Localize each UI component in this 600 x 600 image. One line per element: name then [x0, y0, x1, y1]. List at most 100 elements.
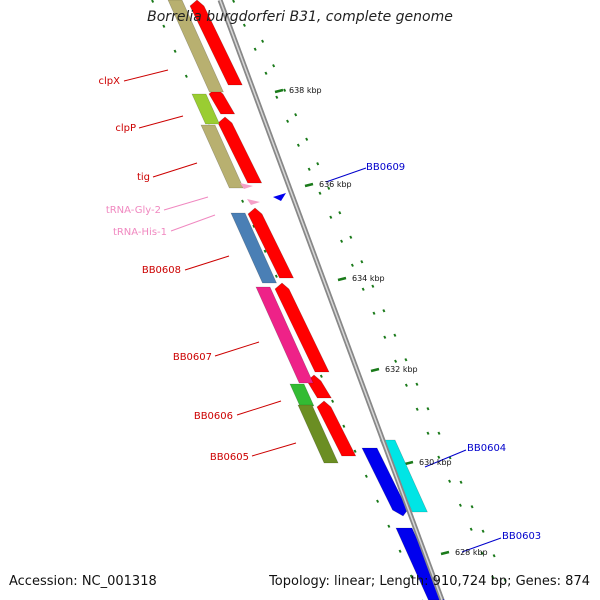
cog-BB0607 — [255, 286, 314, 384]
label-leader — [236, 400, 282, 416]
tick-dot-outer — [350, 263, 354, 267]
tick-dot-outer — [340, 239, 344, 243]
tick-dot-left — [184, 74, 188, 78]
genome-summary-text: Topology: linear; Length: 910,724 bp; Ge… — [269, 574, 590, 589]
gene-label: tRNA-His-1 — [113, 227, 167, 238]
tick-dot-left — [151, 0, 155, 3]
tick-dot-right — [371, 284, 375, 288]
tick-dot-right — [382, 309, 386, 313]
tick-dot-outer — [232, 0, 236, 3]
gene-label: BB0606 — [194, 411, 233, 422]
cds-BB0606 — [306, 374, 332, 399]
backbone-highlight — [219, 0, 443, 600]
accession-text: Accession: NC_001318 — [9, 574, 157, 589]
tick-dot-outer — [491, 575, 495, 579]
tick-dot-outer — [253, 47, 257, 51]
tick-dot-outer — [242, 23, 246, 27]
gene-label: BB0609 — [366, 162, 405, 173]
label-leader — [170, 214, 216, 232]
cog-BB0608 — [230, 212, 277, 284]
gene-label: tig — [137, 172, 150, 183]
gene-label: tRNA-Gly-2 — [106, 205, 161, 216]
tick-dot-right — [426, 407, 430, 411]
cds-BB0607 — [274, 282, 330, 373]
label-leader — [138, 115, 184, 129]
tick-dot-outer — [426, 431, 430, 435]
tick-dot-left — [252, 224, 256, 228]
tick-dot-outer — [318, 191, 322, 195]
tick-dot-outer — [275, 95, 279, 99]
tick-dot-right — [459, 480, 463, 484]
tick-dot-right — [294, 113, 298, 117]
tick-dot-right — [261, 39, 265, 43]
ruler-major-tick — [404, 460, 414, 466]
tick-dot-right — [272, 64, 276, 68]
ruler-major-tick — [274, 88, 284, 94]
trna-Gly-2-mark — [240, 183, 253, 189]
tick-dot-outer — [458, 503, 462, 507]
feature-tracks — [167, 0, 445, 600]
tick-dot-right — [503, 578, 507, 582]
tick-dot-right — [481, 529, 485, 533]
tick-dot-outer — [394, 359, 398, 363]
ruler-major-tick — [304, 182, 314, 188]
gene-label: clpP — [115, 123, 136, 134]
tick-dot-left — [342, 424, 346, 428]
label-leader — [152, 162, 198, 178]
tick-dot-right — [283, 88, 287, 92]
gene-label: BB0604 — [467, 443, 506, 454]
tick-dot-right — [338, 211, 342, 215]
tick-dot-right — [327, 186, 331, 190]
ruler-label: 638 kbp — [289, 86, 322, 95]
tick-dot-right — [437, 431, 441, 435]
map-title: Borrelia burgdorferi B31, complete genom… — [147, 9, 453, 25]
cds-BB0604 — [361, 447, 408, 517]
tick-dot-outer — [264, 71, 268, 75]
cds-clpX — [189, 0, 243, 86]
cds-BB0603 — [395, 527, 445, 600]
cog-BB0606 — [289, 383, 315, 407]
tick-dot-outer — [383, 335, 387, 339]
tick-dot-outer — [361, 287, 365, 291]
label-leader — [461, 537, 502, 553]
ruler-labels: 638 kbp 636 kbp 634 kbp 632 kbp 630 kbp 628 k… — [289, 86, 488, 557]
tick-dot-left — [241, 199, 245, 203]
tick-dot-left — [376, 499, 380, 503]
cog-clpX — [167, 0, 224, 93]
ruler-label: 630 kbp — [419, 458, 452, 467]
tick-dot-outer — [307, 167, 311, 171]
gene-label: BB0608 — [142, 265, 181, 276]
label-leader — [163, 196, 209, 211]
tick-dot-outer — [437, 455, 441, 459]
tick-dot-outer — [404, 383, 408, 387]
tick-dot-right — [415, 382, 419, 386]
ruler-major-tick — [440, 550, 450, 556]
tick-dot-left — [387, 524, 391, 528]
tick-dot-outer — [448, 479, 452, 483]
tick-dot-outer — [286, 119, 290, 123]
tick-dot-outer — [372, 311, 376, 315]
tick-dot-left — [274, 274, 278, 278]
backbone — [217, 0, 445, 600]
tick-dot-left — [331, 399, 335, 403]
tick-dot-right — [360, 260, 364, 264]
cds-tig — [217, 116, 263, 184]
tick-dot-right — [492, 554, 496, 558]
ruler-major-tick — [337, 276, 347, 282]
tick-dot-right — [316, 162, 320, 166]
tick-dot-right — [393, 333, 397, 337]
cds-BB0609-mark — [273, 193, 286, 201]
gene-label: clpX — [99, 76, 121, 87]
tick-dot-left — [364, 474, 368, 478]
cds-BB0605 — [316, 400, 357, 457]
label-leader — [251, 442, 297, 457]
tick-dot-left — [263, 249, 267, 253]
tick-dot-outer — [329, 215, 333, 219]
tick-dot-right — [404, 358, 408, 362]
label-leader — [184, 255, 230, 271]
gene-label: BB0607 — [173, 352, 212, 363]
tick-dot-right — [470, 505, 474, 509]
trna-His-1-mark — [247, 199, 260, 205]
tick-dot-outer — [296, 143, 300, 147]
tick-dot-left — [173, 49, 177, 53]
